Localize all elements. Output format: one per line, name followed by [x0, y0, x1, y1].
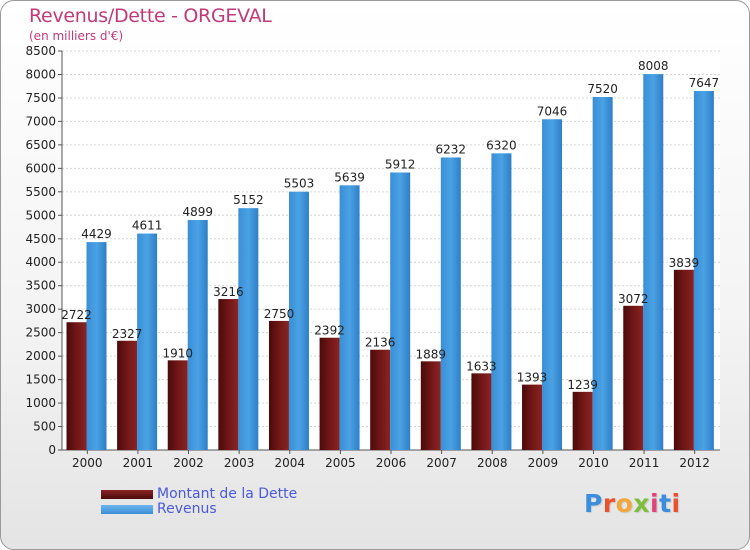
- y-tick-label: 1000: [25, 396, 56, 410]
- x-tick-label: 2010: [578, 456, 609, 470]
- logo-letter: t: [659, 489, 672, 518]
- y-tick-label: 4000: [25, 255, 56, 269]
- data-label-dette: 3216: [213, 285, 244, 299]
- bar-dette: [167, 360, 188, 450]
- bar-revenus: [187, 220, 208, 450]
- data-label-dette: 2750: [264, 307, 295, 321]
- data-label-revenus: 5152: [233, 193, 264, 207]
- logo-letter: i: [650, 489, 660, 518]
- data-label-revenus: 5639: [334, 170, 365, 184]
- y-tick-label: 0: [48, 443, 56, 457]
- data-label-revenus: 4899: [182, 205, 213, 219]
- bar-revenus: [86, 242, 107, 450]
- legend-swatch-revenus: [101, 505, 153, 514]
- bar-dette: [268, 320, 289, 450]
- chart-subtitle: (en milliers d'€): [29, 29, 124, 43]
- data-label-dette: 1393: [517, 371, 548, 385]
- bar-revenus: [390, 172, 411, 450]
- bar-revenus: [491, 153, 512, 450]
- y-tick-label: 7000: [25, 114, 56, 128]
- data-label-dette: 3839: [669, 256, 700, 270]
- y-tick-label: 5500: [25, 185, 56, 199]
- bar-dette: [471, 373, 492, 450]
- bar-dette: [370, 349, 391, 450]
- bar-revenus: [238, 208, 259, 450]
- logo-letter: r: [602, 489, 616, 518]
- logo-letter: i: [671, 489, 681, 518]
- y-tick-label: 1500: [25, 373, 56, 387]
- bar-revenus: [339, 185, 360, 450]
- bar-dette: [673, 269, 694, 450]
- logo-letter: x: [633, 489, 650, 518]
- bar-dette: [522, 384, 543, 450]
- data-label-dette: 2392: [314, 324, 345, 338]
- data-label-dette: 2327: [112, 327, 143, 341]
- y-tick-label: 3000: [25, 302, 56, 316]
- x-tick-label: 2007: [426, 456, 457, 470]
- proxiti-logo: Proxiti: [584, 489, 681, 518]
- bar-dette: [319, 337, 340, 450]
- data-label-revenus: 7520: [587, 82, 618, 96]
- data-label-revenus: 5503: [284, 177, 315, 191]
- bar-dette: [572, 391, 593, 450]
- bar-dette: [117, 340, 138, 450]
- bar-revenus: [592, 97, 613, 450]
- data-label-revenus: 6232: [436, 142, 467, 156]
- x-tick-label: 2006: [376, 456, 407, 470]
- logo-letter: P: [584, 489, 603, 518]
- legend-label-dette: Montant de la Dette: [157, 486, 298, 502]
- bar-revenus: [693, 91, 714, 450]
- bar-revenus: [137, 233, 158, 450]
- y-tick-label: 8500: [25, 44, 56, 58]
- data-label-dette: 1239: [567, 378, 598, 392]
- x-tick-label: 2005: [325, 456, 356, 470]
- data-label-dette: 2722: [61, 308, 92, 322]
- y-tick-label: 2000: [25, 349, 56, 363]
- x-tick-label: 2011: [629, 456, 660, 470]
- y-tick-label: 500: [33, 420, 56, 434]
- chart-title: Revenus/Dette - ORGEVAL: [29, 5, 272, 27]
- legend-label-revenus: Revenus: [157, 501, 217, 517]
- y-tick-label: 7500: [25, 91, 56, 105]
- data-label-revenus: 7647: [689, 76, 720, 90]
- bar-dette: [420, 361, 441, 450]
- legend-swatch-dette: [101, 490, 153, 499]
- data-label-dette: 3072: [618, 292, 649, 306]
- y-tick-label: 2500: [25, 326, 56, 340]
- bar-dette: [623, 305, 644, 450]
- y-tick-label: 3500: [25, 279, 56, 293]
- bar-dette: [66, 322, 87, 450]
- y-tick-label: 4500: [25, 232, 56, 246]
- data-label-dette: 1910: [162, 346, 193, 360]
- bar-dette: [218, 299, 239, 450]
- data-label-revenus: 5912: [385, 157, 416, 171]
- data-label-revenus: 8008: [638, 59, 669, 73]
- data-label-dette: 2136: [365, 336, 396, 350]
- x-tick-label: 2004: [274, 456, 305, 470]
- logo-letter: o: [615, 489, 634, 518]
- x-tick-label: 2008: [477, 456, 508, 470]
- data-label-dette: 1633: [466, 359, 497, 373]
- x-tick-label: 2003: [224, 456, 255, 470]
- data-label-revenus: 4429: [81, 227, 112, 241]
- y-tick-label: 5000: [25, 208, 56, 222]
- data-label-revenus: 4611: [132, 219, 163, 233]
- x-tick-label: 2000: [72, 456, 103, 470]
- data-label-dette: 1889: [416, 347, 447, 361]
- bar-revenus: [542, 119, 563, 450]
- bar-revenus: [440, 157, 461, 450]
- x-tick-label: 2001: [123, 456, 154, 470]
- bar-revenus: [288, 191, 309, 450]
- x-tick-label: 2002: [173, 456, 204, 470]
- data-label-revenus: 6320: [486, 138, 517, 152]
- x-tick-label: 2009: [528, 456, 559, 470]
- x-tick-label: 2012: [679, 456, 710, 470]
- bar-revenus: [643, 74, 664, 450]
- y-tick-label: 6000: [25, 161, 56, 175]
- y-tick-label: 8000: [25, 67, 56, 81]
- data-label-revenus: 7046: [537, 104, 568, 118]
- y-tick-label: 6500: [25, 138, 56, 152]
